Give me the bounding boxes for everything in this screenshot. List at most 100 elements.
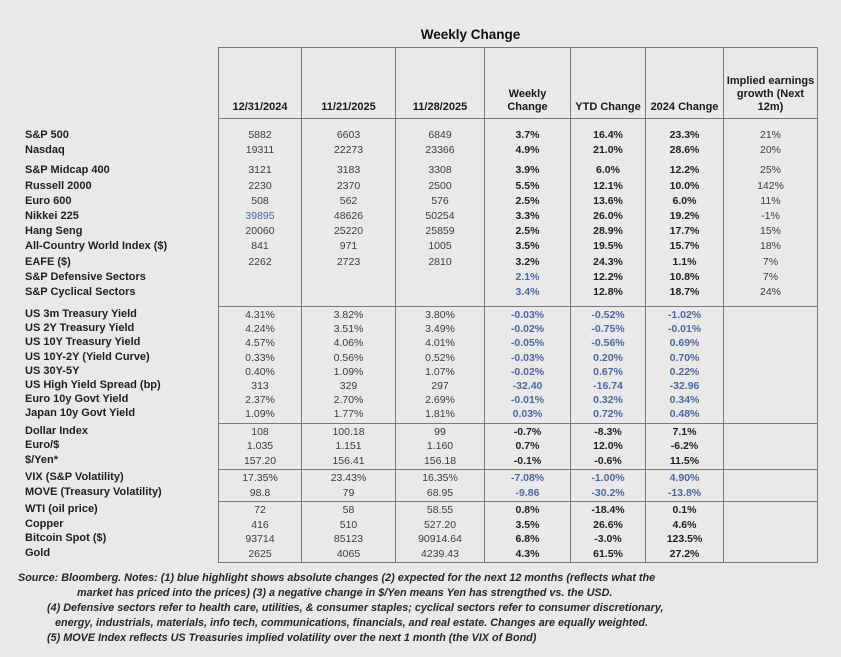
table-cell: -32.40 [512, 380, 543, 392]
table-cell: 18.7% [669, 285, 700, 298]
table-cell: 1.77% [333, 408, 364, 421]
table-cell: 18% [759, 240, 781, 253]
table-column: 7.1% -6.2% 11.5% [645, 422, 723, 470]
table-cell: 108 [251, 425, 269, 438]
table-column [723, 422, 818, 470]
table-cell: 90914.64 [418, 533, 462, 546]
table-cell: 2500 [428, 179, 452, 192]
page-title: Weekly Change [420, 27, 521, 42]
table-cell: -30.2% [591, 486, 625, 499]
table-cell: 4239.43 [421, 547, 459, 560]
table-cell: 2370 [336, 179, 361, 192]
row-label: US 2Y Treasury Yield [25, 322, 135, 335]
row-label: VIX (S&P Volatility) [25, 471, 124, 484]
table-column: 4.31% 4.24% 4.57% 0.33% 0.40% 313 2.37% 1.09% [218, 306, 301, 423]
row-label: MOVE (Treasury Volatility) [25, 485, 162, 498]
table-cell: 1.81% [425, 408, 455, 421]
table-column: 0.1% 4.6% 123.5% 27.2% [645, 501, 723, 564]
row-label-column: VIX (S&P Volatility) MOVE (Treasury Volat… [0, 469, 218, 501]
table-column: 21% 20% 25% 142% 11% -1% 15% 18% 7% 7% 24% [723, 119, 818, 307]
row-label: Euro/$ [25, 439, 60, 452]
footnote-line: energy, industrials, materials, info tec… [55, 617, 649, 629]
table-cell: 21% [759, 129, 781, 141]
table-cell: 0.1% [672, 504, 697, 517]
row-label: $/Yen* [25, 453, 59, 466]
table-cell: 3.7% [515, 129, 540, 141]
table-cell: 24% [759, 285, 781, 298]
table-cell: 6849 [428, 129, 452, 141]
table-cell: -0.1% [513, 454, 542, 467]
row-label: S&P Defensive Sectors [25, 270, 146, 283]
row-label: Dollar Index [25, 424, 88, 437]
table-cell: 1.160 [426, 440, 454, 453]
row-label: EAFE ($) [25, 255, 71, 268]
column-header: 11/21/2025 [301, 47, 395, 119]
row-label: US 10Y Treasury Yield [25, 336, 141, 349]
table-cell [302, 270, 395, 285]
table-cell: 28.6% [669, 144, 700, 157]
row-label-column: S&P 500 Nasdaq S&P Midcap 400 Russell 2000 E… [0, 119, 218, 306]
table-cell: 20060 [245, 225, 275, 238]
table-cell: 2.1% [515, 270, 540, 283]
table-row-group: S&P 500 Nasdaq S&P Midcap 400 Russell 2000 E… [0, 119, 818, 307]
table-cell [724, 486, 817, 501]
table-column: -7.08% -9.86 [484, 469, 570, 502]
footnote-line: (4) Defensive sectors refer to health ca… [47, 602, 664, 614]
table-cell: 157.20 [243, 454, 277, 467]
table-column: -0.7% 0.7% -0.1% [484, 422, 570, 470]
table-cell: 23.3% [669, 129, 700, 141]
table-cell: 100.18 [332, 425, 365, 438]
table-cell: 416 [251, 518, 269, 531]
row-label: Bitcoin Spot ($) [25, 532, 107, 545]
table-cell: 3308 [428, 164, 452, 177]
row-label: Russell 2000 [25, 179, 92, 192]
table-column: 23.43% 79 [301, 469, 395, 502]
table-row-group: Dollar Index Euro/$ $/Yen* 108 1.035 157.20 10… [0, 422, 818, 470]
row-label-column: Dollar Index Euro/$ $/Yen* [0, 423, 218, 470]
table-cell: 4.06% [333, 337, 364, 350]
table-column: 16.4% 21.0% 6.0% 12.1% 13.6% 26.0% 28.9% 19.5% 2… [570, 119, 645, 307]
table-column: 4.90% -13.8% [645, 469, 723, 502]
table-cell: 2262 [248, 255, 272, 268]
table-cell: 39895 [245, 209, 275, 222]
table-cell: 0.52% [425, 351, 455, 364]
table-column: 6849 23366 3308 2500 576 50254 25859 1005 2810 [395, 119, 484, 307]
row-label: All-Country World Index ($) [25, 240, 168, 253]
table-cell: 0.67% [593, 365, 623, 378]
table-cell [724, 518, 817, 533]
table-cell: -0.05% [510, 337, 545, 350]
table-cell: 3121 [248, 164, 272, 177]
table-cell [396, 270, 484, 285]
table-cell: 10.8% [669, 270, 700, 283]
table-cell: 3.82% [333, 309, 364, 322]
table-cell: -0.75% [591, 323, 625, 336]
table-cell [724, 503, 817, 518]
table-cell: 12.1% [593, 179, 623, 192]
footnote-line: market has priced into the prices) (3) a… [77, 587, 613, 599]
table-cell [302, 285, 395, 300]
table-cell: 0.7% [515, 440, 540, 453]
table-cell: 4.90% [669, 472, 700, 485]
column-header: 11/28/2025 [395, 47, 484, 119]
table-column: -8.3% 12.0% -0.6% [570, 422, 645, 470]
table-column: -1.00% -30.2% [570, 469, 645, 502]
table-cell: 11.5% [669, 454, 700, 467]
table-cell: 16.35% [422, 472, 458, 485]
table-cell: 0.40% [245, 365, 275, 378]
row-label: Nikkei 225 [25, 209, 79, 222]
table-cell: 0.56% [333, 351, 364, 364]
table-cell: 7% [762, 270, 779, 283]
row-label: Copper [25, 517, 64, 530]
table-cell: 508 [251, 194, 269, 207]
table-column: -0.03% -0.02% -0.05% -0.03% -0.02% -32.40 -0.0… [484, 306, 570, 423]
table-cell: 12.0% [593, 440, 623, 453]
table-cell: 841 [251, 240, 269, 253]
table-cell: 23366 [425, 144, 455, 157]
table-cell: 1005 [428, 240, 452, 253]
table-cell: 0.03% [512, 408, 543, 421]
table-cell: 3.5% [515, 518, 540, 531]
table-cell [219, 270, 301, 285]
table-cell: 156.18 [423, 454, 457, 467]
table-cell: 19311 [245, 144, 275, 157]
footnote-line: Source: Bloomberg. Notes: (1) blue highl… [18, 572, 656, 584]
